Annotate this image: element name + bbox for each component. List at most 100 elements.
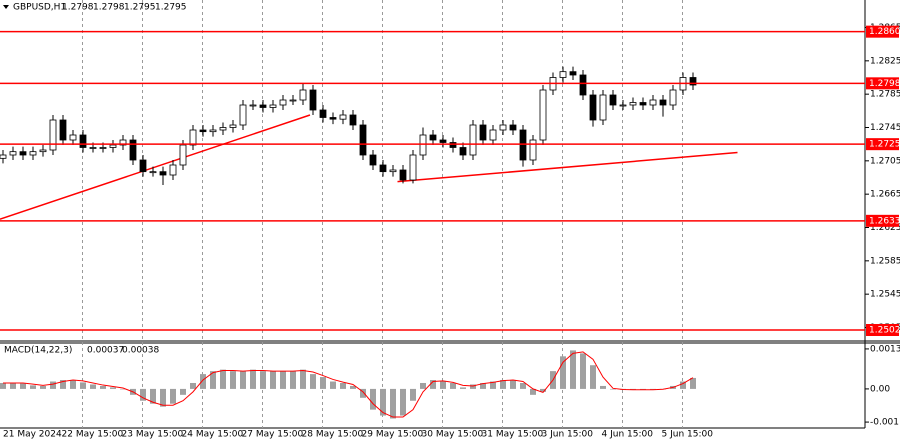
macd-bar (310, 374, 316, 389)
level-label: 1.2798 (866, 77, 900, 90)
macd-bar (370, 388, 376, 410)
trend-line (0, 114, 311, 220)
level-label-text: 1.2725 (869, 140, 900, 150)
macd-bar (170, 388, 176, 404)
macd-bar (80, 382, 86, 389)
macd-bar (570, 350, 576, 389)
y-tick-label: 1.2545 (870, 290, 900, 300)
level-label: 1.2502 (866, 324, 900, 336)
macd-bar (60, 380, 66, 389)
y-tick-label: 1.2665 (870, 190, 900, 200)
candle-body (289, 99, 297, 102)
macd-bar (650, 388, 656, 390)
candle-body (429, 134, 437, 141)
level-label: 1.2633 (866, 214, 900, 227)
candle-body (589, 94, 597, 121)
macd-bar (560, 356, 566, 389)
candle-body (499, 124, 507, 131)
macd-bar (240, 371, 246, 389)
macd-bar (580, 353, 586, 389)
macd-bar (260, 371, 266, 389)
x-tick-label: 23 May 15:00 (122, 430, 184, 440)
macd-bar (150, 388, 156, 404)
candle-body (309, 89, 317, 111)
macd-bar (610, 388, 616, 390)
macd-bar (220, 369, 226, 389)
macd-bar (280, 371, 286, 389)
macd-bar (230, 371, 236, 389)
macd-bar (30, 385, 36, 389)
macd-bar (520, 382, 526, 389)
x-tick-label: 29 May 15:00 (362, 430, 424, 440)
x-tick-label: 21 May 2024 (3, 430, 62, 440)
y-tick-label: 0.00135 (870, 344, 900, 354)
macd-bar (0, 382, 6, 389)
macd-bar (500, 380, 506, 389)
candle-body (419, 134, 427, 156)
macd-bar (210, 371, 216, 389)
candle-body (259, 104, 267, 108)
level-label-box (866, 77, 899, 90)
macd-bar (340, 382, 346, 389)
candle-body (339, 114, 347, 120)
signal-line (3, 351, 694, 418)
macd-bar (180, 388, 186, 395)
candle-body (249, 104, 257, 107)
macd-bar (290, 371, 296, 389)
x-tick-label: 28 May 15:00 (302, 430, 364, 440)
level-label-text: 1.2502 (869, 326, 900, 336)
macd-bar (680, 381, 686, 389)
level-label: 1.2725 (866, 138, 900, 151)
candle-body (579, 74, 587, 96)
candle-body (519, 129, 527, 161)
macd-bar (590, 365, 596, 389)
candle-body (319, 109, 327, 118)
macd-bar (50, 381, 56, 389)
macd-bar (140, 388, 146, 401)
candle-body (79, 134, 87, 148)
candle-body (299, 89, 307, 101)
x-tick-label: 27 May 15:00 (242, 430, 304, 440)
candle-body (409, 154, 417, 181)
candle-body (459, 147, 467, 156)
macd-bar (330, 381, 336, 389)
macd-bar (10, 382, 16, 389)
candle-body (179, 144, 187, 166)
signal-value: 0.00038 (122, 346, 159, 356)
trend-line (397, 151, 738, 183)
candle-body (629, 102, 637, 106)
candle-body (659, 99, 667, 106)
level-label-text: 1.2633 (869, 216, 900, 226)
candle-body (239, 104, 247, 126)
candle-body (99, 147, 107, 149)
candle-body (449, 142, 457, 148)
y-tick-label: 1.2745 (870, 123, 900, 133)
macd-bar (510, 380, 516, 389)
candle-body (219, 127, 227, 131)
candle-body (439, 139, 447, 143)
y-tick-label: -0.00112 (870, 418, 900, 428)
candle-body (649, 99, 657, 106)
candle-body (489, 129, 497, 141)
level-label-box (866, 138, 899, 151)
macd-title: MACD(14,22,3) (4, 346, 72, 356)
level-label-text: 1.2798 (869, 79, 900, 89)
macd-bar (690, 377, 696, 389)
y-tick-label: 1.2585 (870, 256, 900, 266)
candle-body (0, 154, 7, 159)
candle-body (479, 124, 487, 141)
macd-bar (110, 387, 116, 389)
candle-body (689, 77, 697, 86)
menu-arrow[interactable] (3, 5, 9, 9)
macd-bar (360, 388, 366, 398)
candle-body (49, 119, 57, 151)
macd-bar (470, 384, 476, 389)
macd-bar (410, 388, 416, 401)
macd-bar (380, 388, 386, 416)
macd-bar (250, 369, 256, 389)
candle-body (209, 129, 217, 133)
candle-body (569, 71, 577, 76)
macd-bar (450, 382, 456, 389)
ohlc-value: 1.2795 (124, 3, 156, 13)
